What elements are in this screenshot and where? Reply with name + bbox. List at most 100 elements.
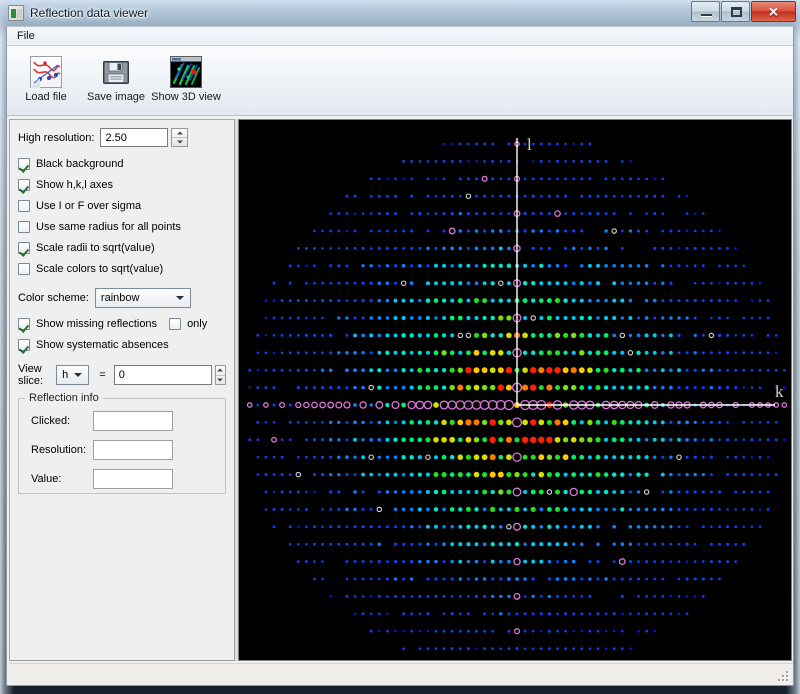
checkbox-use-i-or-f-over-sigma-box[interactable] [18, 200, 30, 212]
reflection-point [709, 438, 714, 442]
reflection-point [620, 246, 624, 250]
checkbox-scale-radii[interactable]: Scale radii to sqrt(value) [10, 238, 234, 258]
resize-grip[interactable] [776, 669, 790, 683]
reflection-point [328, 438, 333, 442]
reflection-point [401, 368, 406, 373]
reflection-point [523, 612, 527, 616]
reflection-point [644, 472, 649, 477]
reflection-point [571, 384, 577, 391]
reflection-point [394, 229, 397, 233]
reflection-point [369, 577, 373, 581]
clicked-value[interactable] [93, 411, 173, 431]
checkbox-show-hkl-axes-box[interactable] [18, 179, 30, 191]
checkbox-only-label: only [187, 318, 208, 330]
reflection-point [766, 351, 770, 355]
checkbox-use-i-or-f-over-sigma[interactable]: Use I or F over sigma [10, 196, 234, 216]
reflection-point [451, 142, 454, 146]
reflection-point [734, 299, 738, 302]
reflection-point [417, 367, 423, 373]
reflection-point [305, 490, 308, 494]
checkbox-scale-radii-box[interactable] [18, 242, 30, 254]
reflection-point [401, 333, 406, 338]
reflection-point [539, 507, 544, 512]
reflection-point [750, 334, 754, 337]
reflection-point [564, 177, 567, 181]
reflection-point [410, 229, 414, 233]
view-slice-spin-buttons[interactable] [214, 365, 226, 385]
checkbox-show-systematic-absences-box[interactable] [18, 339, 30, 351]
reflection-point [669, 455, 673, 459]
reflection-point [506, 419, 512, 426]
checkbox-scale-colors[interactable]: Scale colors to sqrt(value) [10, 259, 234, 279]
view-slice-value-input[interactable] [113, 365, 212, 385]
reflection-point [475, 142, 478, 146]
checkbox-use-same-radius[interactable]: Use same radius for all points [10, 217, 234, 237]
reflection-point [393, 577, 398, 581]
view-slice-axis-select[interactable]: h [56, 365, 90, 385]
reflection-point [572, 229, 576, 233]
menu-item-file[interactable]: File [17, 29, 35, 42]
high-resolution-input[interactable] [100, 128, 169, 147]
reflection-point [377, 525, 381, 529]
checkbox-show-hkl-axes[interactable]: Show h,k,l axes [10, 175, 234, 195]
reflection-point [668, 350, 673, 355]
reflection-point [636, 333, 641, 338]
checkbox-scale-colors-box[interactable] [18, 263, 30, 275]
reflection-point [580, 577, 584, 581]
checkbox-black-background-box[interactable] [18, 158, 30, 170]
reflection-point [742, 368, 746, 372]
reflection-point [313, 264, 316, 268]
value-value[interactable] [93, 469, 173, 489]
resolution-value[interactable] [93, 440, 173, 460]
reflection-point [685, 351, 689, 355]
reflection-point [329, 229, 333, 233]
save-image-button[interactable]: Save image [85, 51, 147, 104]
missing-reflection-marker [391, 400, 400, 410]
load-file-button[interactable]: Load file [15, 51, 77, 104]
checkbox-show-missing-reflections-box[interactable] [18, 318, 30, 330]
color-scheme-select[interactable]: rainbow [94, 288, 191, 308]
reflection-point [587, 455, 592, 460]
reflection-point [458, 507, 463, 512]
spin-up-icon[interactable] [215, 366, 225, 376]
menu-bar: File [7, 27, 793, 46]
reflection-point [433, 367, 439, 373]
reflection-point [523, 507, 528, 512]
reflection-point [393, 350, 398, 355]
reflection-plot[interactable]: l k [238, 119, 792, 661]
reflection-info-resolution-row: Resolution: [27, 440, 217, 460]
reflection-point [474, 524, 479, 529]
spin-up-icon[interactable] [172, 129, 188, 138]
reflection-point [490, 506, 496, 512]
minimize-button[interactable] [691, 1, 720, 22]
reflection-point [619, 437, 625, 443]
reflection-point [645, 229, 649, 233]
reflection-point [620, 229, 624, 233]
high-resolution-spin-buttons[interactable] [171, 128, 189, 147]
checkbox-only-box[interactable] [169, 318, 182, 330]
maximize-button[interactable] [721, 1, 750, 22]
reflection-point [612, 194, 616, 198]
reflection-point [321, 333, 325, 337]
reflection-point [693, 542, 697, 546]
reflection-plot-canvas[interactable]: l k [239, 120, 791, 660]
reflection-point [467, 595, 470, 598]
reflection-point [345, 577, 349, 581]
spin-down-icon[interactable] [172, 138, 187, 146]
reflection-point [417, 472, 422, 477]
reflection-point [669, 542, 673, 546]
panel-splitter[interactable] [235, 119, 239, 661]
reflection-point [506, 298, 511, 303]
checkbox-black-background[interactable]: Black background [10, 154, 234, 174]
show-3d-view-button[interactable]: Show 3D view [151, 51, 221, 104]
reflection-point [531, 594, 535, 599]
close-button[interactable]: ✕ [751, 1, 796, 22]
reflection-point [385, 264, 390, 268]
checkbox-show-systematic-absences[interactable]: Show systematic absences [10, 335, 234, 355]
checkbox-use-same-radius-box[interactable] [18, 221, 30, 233]
reflection-point [693, 386, 697, 390]
reflection-point [726, 386, 730, 390]
reflection-point [272, 403, 276, 407]
reflection-point [312, 438, 317, 442]
spin-down-icon[interactable] [216, 376, 225, 385]
